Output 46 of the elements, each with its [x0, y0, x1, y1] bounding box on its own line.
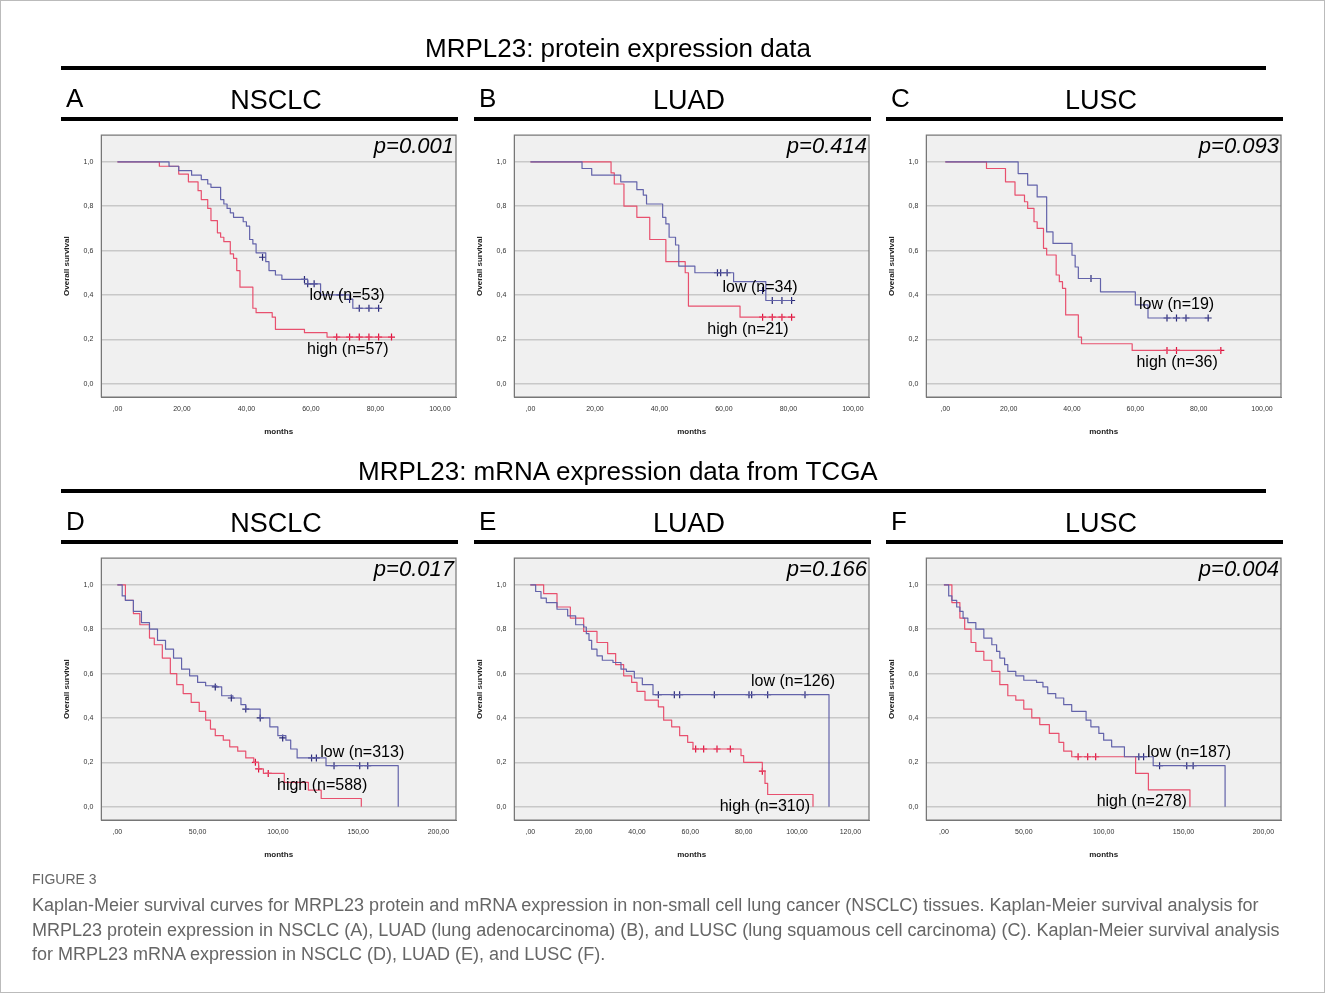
text: E — [479, 506, 497, 537]
text: B — [479, 83, 497, 114]
chart-title: LUSC — [1064, 85, 1138, 116]
caption: FIGURE 3 — [32, 871, 98, 887]
chart-subtitle: MRPL23: mRNA expression data from TCGA — [358, 456, 878, 487]
annotation: p=0.166 — [785, 556, 868, 582]
x-axis-title: months — [1089, 427, 1119, 437]
text: C — [891, 83, 910, 114]
series-label: low (n=53) — [309, 285, 385, 303]
text: F — [891, 506, 907, 537]
text: A — [66, 83, 84, 114]
chart-title: LUAD — [652, 508, 726, 539]
chart-title: LUSC — [1064, 508, 1138, 539]
series-label: high (n=310) — [719, 796, 810, 814]
series-label: low (n=19) — [1139, 295, 1215, 313]
x-axis-title: months — [264, 850, 294, 860]
y-axis-title: Overall survival — [887, 236, 896, 296]
series-label: high (n=57) — [307, 339, 389, 357]
annotation: p=0.017 — [372, 556, 455, 582]
y-axis-title: Overall survival — [475, 236, 484, 296]
y-axis-title: Overall survival — [62, 659, 71, 719]
x-axis-title: months — [264, 427, 294, 437]
x-axis-title: months — [677, 427, 707, 437]
annotation: p=0.001 — [372, 133, 454, 159]
annotation: p=0.093 — [1197, 133, 1280, 159]
series-label: high (n=36) — [1136, 352, 1218, 370]
series-label: low (n=126) — [750, 672, 835, 690]
series-label: high (n=21) — [707, 319, 789, 337]
series-label: low (n=187) — [1147, 743, 1232, 761]
annotation: p=0.414 — [785, 133, 867, 159]
series-label: high (n=278) — [1096, 792, 1187, 810]
chart-title: LUAD — [652, 85, 726, 116]
x-axis-title: months — [677, 850, 707, 860]
chart-subtitle: MRPL23: protein expression data — [425, 33, 811, 64]
x-axis-title: months — [1089, 850, 1119, 860]
text: Kaplan-Meier survival curves for MRPL23 protein and mRNA expression in non-small cell lung cancer (NSCLC) tissues. Kaplan-Meier survival analysis for MRPL23 protein expression in NSCLC (A), LUAD (lung adenocarcinoma) (B), and LUSC (lung squamous cell carcinoma) (C). Kaplan-Meier survival analysis for MRPL23 mRNA expression in NSCLC (D), LUAD (E), and LUSC (F). — [32, 894, 1281, 966]
series-label: low (n=34) — [722, 277, 798, 295]
series-label: low (n=313) — [320, 743, 405, 761]
y-axis-title: Overall survival — [62, 236, 71, 296]
point — [278, 733, 287, 743]
y-axis-title: Overall survival — [887, 659, 896, 719]
text: D — [66, 506, 85, 537]
chart-title: NSCLC — [229, 85, 323, 116]
chart-title: NSCLC — [229, 508, 323, 539]
y-axis-title: Overall survival — [475, 659, 484, 719]
annotation: p=0.004 — [1197, 556, 1279, 582]
